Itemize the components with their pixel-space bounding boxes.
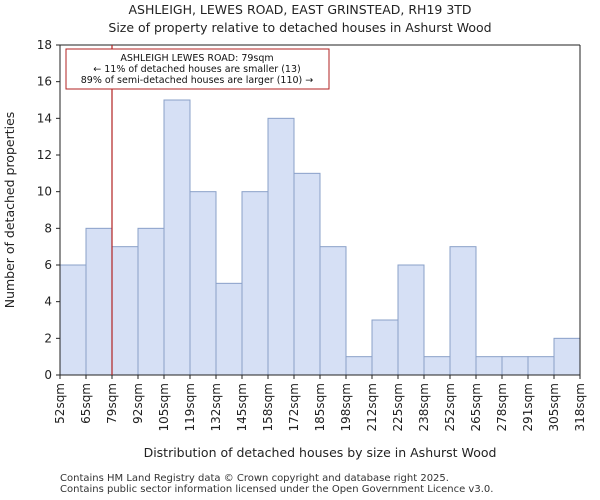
bar-291sqm [527, 356, 555, 376]
bar-305sqm [553, 337, 581, 376]
x-tick-label: 252sqm [443, 383, 457, 431]
x-tick-label: 172sqm [287, 383, 301, 431]
x-tick-label: 212sqm [365, 383, 379, 431]
bars-group [59, 99, 581, 376]
bar-79sqm [111, 246, 139, 376]
x-tick-label: 318sqm [573, 383, 587, 431]
x-tick-label: 185sqm [313, 383, 327, 431]
bar-119sqm [189, 191, 217, 376]
y-tick-label: 12 [37, 148, 52, 162]
x-tick-label: 132sqm [209, 383, 223, 431]
y-tick-label: 4 [44, 295, 52, 309]
bar-238sqm [423, 356, 451, 376]
y-tick-label: 10 [37, 185, 52, 199]
x-tick-label: 65sqm [79, 383, 93, 424]
x-tick-label: 105sqm [157, 383, 171, 431]
annotation-line-2: ← 11% of detached houses are smaller (13… [93, 64, 300, 75]
x-tick-label: 52sqm [53, 383, 67, 424]
bar-52sqm [59, 264, 87, 376]
x-tick-label: 305sqm [547, 383, 561, 431]
x-axis-label: Distribution of detached houses by size … [144, 445, 497, 460]
y-tick-label: 0 [44, 368, 52, 382]
chart-subtitle: Size of property relative to detached ho… [108, 20, 492, 35]
x-tick-label: 225sqm [391, 383, 405, 431]
bar-158sqm [267, 117, 295, 376]
footer-line-2: Contains public sector information licen… [60, 484, 494, 495]
y-tick-label: 6 [44, 258, 52, 272]
bar-265sqm [475, 356, 503, 376]
footer-line-1: Contains HM Land Registry data © Crown c… [60, 473, 449, 484]
bar-65sqm [85, 227, 113, 376]
y-tick-label: 8 [44, 221, 52, 235]
x-tick-label: 238sqm [417, 383, 431, 431]
x-tick-label: 158sqm [261, 383, 275, 431]
x-tick-label: 145sqm [235, 383, 249, 431]
bar-212sqm [371, 319, 399, 376]
x-tick-label: 79sqm [105, 383, 119, 424]
x-tick-label: 198sqm [339, 383, 353, 431]
x-ticks-group: 52sqm 65sqm 79sqm 92sqm 105sqm 119sqm 132sqm 14… [53, 375, 587, 431]
y-tick-label: 18 [37, 38, 52, 52]
annotation-line-1: ASHLEIGH LEWES ROAD: 79sqm [120, 53, 273, 64]
bar-105sqm [163, 99, 191, 376]
bar-92sqm [137, 227, 165, 376]
y-tick-label: 14 [37, 111, 52, 125]
x-tick-label: 291sqm [521, 383, 535, 431]
y-axis-label: Number of detached properties [2, 112, 17, 309]
bar-225sqm [397, 264, 425, 376]
bar-252sqm [449, 246, 477, 376]
x-tick-label: 278sqm [495, 383, 509, 431]
bar-132sqm [215, 282, 243, 376]
bar-145sqm [241, 191, 269, 376]
x-tick-label: 265sqm [469, 383, 483, 431]
annotation-box: ASHLEIGH LEWES ROAD: 79sqm ← 11% of deta… [65, 48, 330, 90]
bar-172sqm [293, 172, 321, 376]
y-tick-label: 2 [44, 331, 52, 345]
bar-198sqm [345, 356, 373, 376]
chart-title: ASHLEIGH, LEWES ROAD, EAST GRINSTEAD, RH… [128, 2, 472, 17]
x-tick-label: 92sqm [131, 383, 145, 424]
annotation-frame [65, 48, 330, 90]
y-ticks-group: 0 2 4 6 8 10 12 14 16 18 [37, 38, 60, 382]
bar-278sqm [501, 356, 529, 376]
x-tick-label: 119sqm [183, 383, 197, 431]
annotation-line-3: 89% of semi-detached houses are larger (… [81, 75, 314, 86]
bar-185sqm [319, 246, 347, 376]
y-tick-label: 16 [37, 75, 52, 89]
